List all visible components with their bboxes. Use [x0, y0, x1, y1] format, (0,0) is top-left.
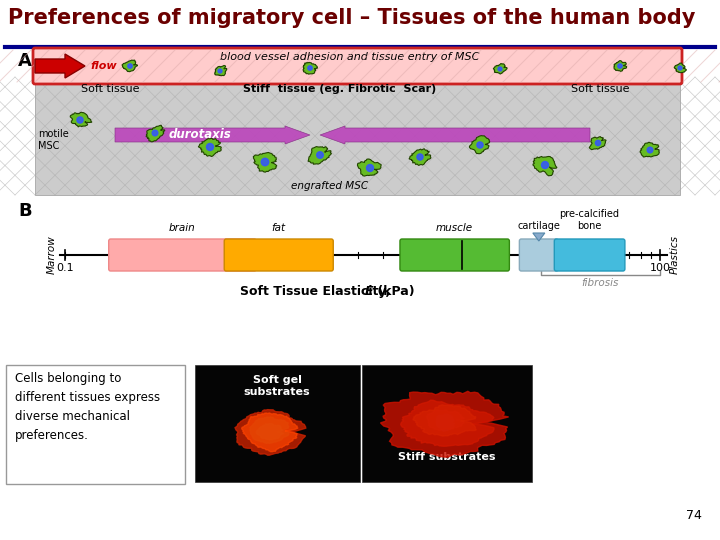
Text: pre-calcified
bone: pre-calcified bone [559, 210, 620, 231]
Text: cartilage: cartilage [518, 221, 560, 231]
Text: fibrosis: fibrosis [582, 278, 619, 288]
Polygon shape [115, 126, 310, 144]
Text: (kPa): (kPa) [373, 285, 415, 298]
Circle shape [498, 67, 502, 71]
FancyBboxPatch shape [519, 239, 558, 271]
Circle shape [618, 64, 622, 68]
Text: brain: brain [169, 223, 196, 233]
Circle shape [308, 66, 312, 70]
Circle shape [77, 117, 83, 123]
Circle shape [595, 140, 600, 146]
FancyBboxPatch shape [35, 77, 680, 195]
Text: Soft tissue: Soft tissue [81, 84, 139, 94]
Text: 74: 74 [686, 509, 702, 522]
FancyBboxPatch shape [362, 365, 532, 482]
Polygon shape [35, 54, 85, 78]
Circle shape [477, 142, 483, 148]
Polygon shape [250, 417, 289, 443]
Text: muscle: muscle [436, 223, 473, 233]
Circle shape [261, 158, 269, 166]
Text: E: E [365, 285, 373, 298]
Text: Marrow: Marrow [47, 235, 57, 274]
Polygon shape [263, 426, 277, 436]
Text: 100: 100 [649, 263, 670, 273]
Polygon shape [533, 157, 557, 176]
Polygon shape [589, 137, 606, 150]
Polygon shape [409, 148, 431, 165]
Circle shape [366, 165, 374, 172]
Polygon shape [71, 112, 92, 127]
Text: Preferences of migratory cell – Tissues of the human body: Preferences of migratory cell – Tissues … [8, 8, 696, 28]
Polygon shape [242, 413, 298, 451]
Polygon shape [256, 423, 284, 440]
Text: Soft gel
substrates: Soft gel substrates [243, 375, 310, 396]
Text: fat: fat [271, 223, 286, 233]
Polygon shape [436, 414, 454, 431]
Polygon shape [401, 400, 494, 446]
Text: Soft Tissue Elasticity,: Soft Tissue Elasticity, [240, 285, 395, 298]
Polygon shape [381, 392, 508, 457]
Polygon shape [640, 143, 660, 157]
Text: 1: 1 [260, 263, 267, 273]
Circle shape [647, 147, 653, 153]
Polygon shape [320, 126, 590, 144]
Polygon shape [357, 159, 381, 176]
Polygon shape [253, 152, 277, 172]
Polygon shape [469, 136, 490, 154]
FancyBboxPatch shape [224, 239, 333, 271]
Polygon shape [674, 63, 686, 73]
Text: B: B [18, 202, 32, 220]
Polygon shape [533, 233, 545, 241]
FancyBboxPatch shape [33, 48, 682, 84]
Polygon shape [493, 64, 507, 74]
Polygon shape [146, 125, 165, 142]
Circle shape [678, 66, 682, 70]
Text: blood vessel adhesion and tissue entry of MSC: blood vessel adhesion and tissue entry o… [220, 52, 480, 62]
Text: Cells belonging to
different tissues express
diverse mechanical
preferences.: Cells belonging to different tissues exp… [15, 372, 160, 442]
Circle shape [541, 161, 549, 168]
FancyBboxPatch shape [554, 239, 625, 271]
Circle shape [207, 144, 214, 151]
Text: A: A [18, 52, 32, 70]
Text: durotaxis: durotaxis [168, 129, 231, 141]
Circle shape [152, 130, 158, 136]
Text: Stiff substrates: Stiff substrates [398, 452, 496, 462]
FancyBboxPatch shape [400, 239, 509, 271]
FancyBboxPatch shape [6, 365, 185, 484]
Polygon shape [426, 410, 464, 430]
Text: motile
MSC: motile MSC [38, 129, 68, 151]
Circle shape [218, 69, 222, 73]
FancyBboxPatch shape [109, 239, 256, 271]
Polygon shape [215, 65, 227, 76]
Text: Soft tissue: Soft tissue [571, 84, 629, 94]
Text: engrafted MSC: engrafted MSC [292, 181, 369, 191]
Circle shape [417, 154, 423, 160]
Text: 10: 10 [454, 263, 469, 273]
Polygon shape [614, 60, 626, 71]
Polygon shape [122, 60, 138, 72]
Text: Stiff  tissue (eg. Fibrotic  Scar): Stiff tissue (eg. Fibrotic Scar) [243, 84, 436, 94]
Polygon shape [303, 62, 318, 74]
Polygon shape [308, 146, 331, 164]
Text: flow: flow [90, 61, 117, 71]
FancyBboxPatch shape [195, 365, 360, 482]
Text: Plastics: Plastics [670, 235, 680, 274]
Polygon shape [413, 405, 476, 436]
Polygon shape [235, 410, 306, 455]
Polygon shape [198, 138, 221, 157]
Text: 0.1: 0.1 [56, 263, 74, 273]
Circle shape [128, 64, 132, 68]
Circle shape [317, 152, 323, 158]
